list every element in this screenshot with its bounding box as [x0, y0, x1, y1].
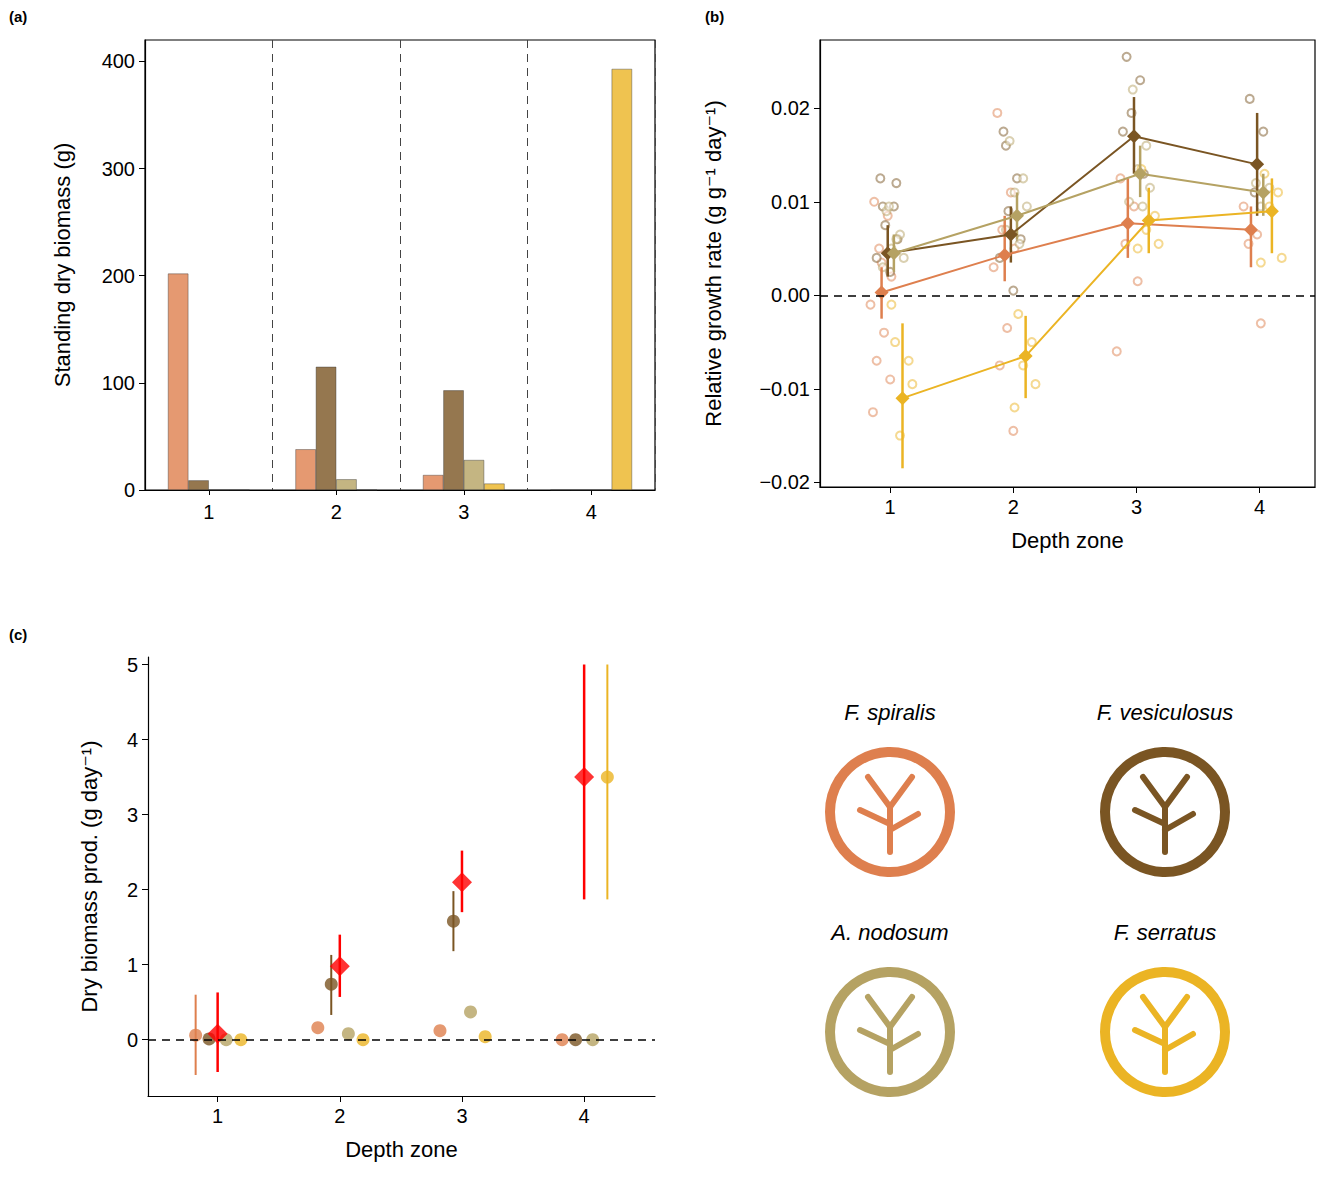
- svg-text:4: 4: [586, 501, 597, 523]
- svg-text:2: 2: [127, 879, 138, 901]
- svg-text:3: 3: [458, 501, 469, 523]
- svg-text:3: 3: [1131, 496, 1142, 518]
- svg-text:Dry biomass prod. (g day⁻¹): Dry biomass prod. (g day⁻¹): [77, 740, 102, 1012]
- svg-text:1: 1: [212, 1105, 223, 1127]
- svg-text:0.00: 0.00: [771, 284, 810, 306]
- svg-text:2: 2: [1008, 496, 1019, 518]
- svg-text:400: 400: [102, 50, 135, 72]
- svg-text:4: 4: [1254, 496, 1265, 518]
- svg-text:1: 1: [127, 954, 138, 976]
- svg-text:0: 0: [127, 1029, 138, 1051]
- svg-text:300: 300: [102, 158, 135, 180]
- svg-text:F. spiralis: F. spiralis: [844, 700, 935, 725]
- svg-text:0.02: 0.02: [771, 97, 810, 119]
- svg-text:(a): (a): [9, 8, 27, 25]
- svg-text:3: 3: [456, 1105, 467, 1127]
- svg-text:(b): (b): [705, 8, 724, 25]
- svg-text:4: 4: [127, 729, 138, 751]
- svg-text:F. vesiculosus: F. vesiculosus: [1097, 700, 1234, 725]
- svg-text:2: 2: [331, 501, 342, 523]
- svg-text:2: 2: [334, 1105, 345, 1127]
- svg-text:Standing dry biomass (g): Standing dry biomass (g): [50, 143, 75, 388]
- svg-text:−0.01: −0.01: [759, 378, 810, 400]
- svg-text:Depth zone: Depth zone: [1011, 528, 1124, 553]
- svg-text:0: 0: [124, 479, 135, 501]
- svg-text:0.01: 0.01: [771, 191, 810, 213]
- svg-text:1: 1: [203, 501, 214, 523]
- svg-text:Relative growth rate (g g⁻¹ da: Relative growth rate (g g⁻¹ day⁻¹): [701, 100, 726, 426]
- svg-text:−0.02: −0.02: [759, 471, 810, 493]
- svg-text:(c): (c): [9, 626, 27, 643]
- svg-text:3: 3: [127, 804, 138, 826]
- svg-text:100: 100: [102, 372, 135, 394]
- svg-text:200: 200: [102, 265, 135, 287]
- svg-text:4: 4: [579, 1105, 590, 1127]
- svg-text:1: 1: [885, 496, 896, 518]
- svg-text:5: 5: [127, 654, 138, 676]
- svg-text:F. serratus: F. serratus: [1114, 920, 1216, 945]
- svg-text:Depth zone: Depth zone: [345, 1137, 458, 1162]
- svg-text:A. nodosum: A. nodosum: [829, 920, 948, 945]
